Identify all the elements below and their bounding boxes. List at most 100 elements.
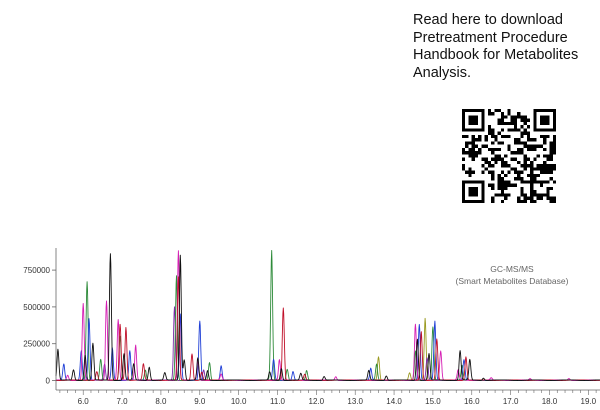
qr-module (513, 177, 518, 181)
qr-module (491, 199, 495, 203)
qr-module (533, 167, 537, 171)
qr-module (539, 180, 544, 184)
qr-module (500, 170, 505, 174)
qr-module (549, 157, 553, 161)
qr-module (549, 170, 553, 174)
peak-point (92, 343, 93, 344)
qr-module (530, 173, 534, 178)
qr-module (468, 186, 479, 197)
qr-module (517, 138, 521, 142)
peak-point (88, 318, 89, 319)
qr-module (552, 196, 556, 200)
qr-module (487, 125, 492, 129)
qr-module (481, 164, 485, 168)
qr-module (549, 167, 553, 171)
qr-module (533, 193, 537, 197)
peak-point (425, 318, 426, 319)
peak-point (199, 321, 200, 322)
peak-point (421, 331, 422, 332)
qr-module (494, 109, 498, 113)
qr-module (536, 196, 540, 200)
qr-module (500, 193, 505, 197)
qr-module (500, 134, 505, 139)
qr-module (533, 180, 537, 184)
x-tick-label: 12.0 (309, 397, 325, 406)
qr-module (497, 154, 501, 158)
qr-module (491, 141, 495, 145)
peak-point (419, 324, 420, 325)
qr-module (536, 180, 540, 184)
peak-point (463, 359, 464, 360)
series-line (55, 276, 600, 381)
qr-module (520, 131, 524, 135)
peak-point (271, 250, 272, 251)
qr-module (523, 131, 527, 135)
peak-point (129, 350, 130, 351)
qr-module (471, 154, 475, 158)
peak-point (125, 327, 126, 328)
peak-point (440, 350, 441, 351)
x-tick-label: 11.0 (270, 397, 286, 406)
qr-module (468, 173, 472, 178)
qr-module (546, 190, 550, 194)
qr-module (491, 112, 495, 116)
qr-module (552, 167, 556, 171)
qr-code[interactable] (462, 109, 556, 203)
qr-module (491, 177, 495, 181)
qr-module (478, 147, 482, 152)
qr-module (530, 199, 534, 203)
qr-module (536, 144, 540, 148)
qr-module (543, 180, 547, 184)
x-tick-label: 16.0 (464, 397, 480, 406)
peak-point (292, 371, 293, 372)
qr-module (487, 164, 492, 168)
qr-module (526, 173, 531, 178)
qr-module (510, 151, 514, 155)
qr-module (465, 134, 469, 139)
peak-point (415, 324, 416, 325)
qr-module (513, 170, 518, 174)
qr-module (530, 193, 534, 197)
peak-point (184, 359, 185, 360)
qr-module (465, 170, 469, 174)
x-tick-label: 18.0 (542, 397, 558, 406)
x-tick-label: 10.0 (231, 397, 247, 406)
qr-module (510, 121, 514, 126)
x-tick-label: 14.0 (386, 397, 402, 406)
qr-module (507, 170, 511, 174)
peak-point (283, 308, 284, 309)
peak-point (86, 281, 87, 282)
x-tick-label: 6.0 (78, 397, 90, 406)
qr-module (510, 157, 514, 161)
peak-point (106, 300, 107, 301)
peak-point (415, 350, 416, 351)
qr-module (487, 160, 492, 165)
qr-module (513, 141, 518, 145)
peak-point (57, 349, 58, 350)
qr-module (517, 147, 521, 152)
qr-module (478, 138, 482, 142)
qr-module (530, 180, 534, 184)
qr-module (491, 170, 495, 174)
qr-module (494, 138, 498, 142)
qr-module (484, 134, 488, 139)
peak-point (409, 373, 410, 374)
qr-module (491, 151, 495, 155)
qr-module (491, 196, 495, 200)
qr-module (526, 134, 531, 139)
qr-module (513, 167, 518, 171)
series-line (55, 253, 600, 381)
qr-module (543, 154, 547, 158)
promo-line: Pretreatment Procedure (413, 29, 568, 46)
qr-module (543, 138, 547, 142)
qr-module (491, 173, 495, 178)
qr-module (530, 190, 534, 194)
qr-module (517, 141, 521, 145)
qr-module (543, 164, 547, 168)
qr-module (497, 173, 501, 178)
qr-module (549, 177, 553, 181)
qr-module (517, 115, 521, 119)
y-tick-label: 500000 (23, 303, 50, 312)
qr-module (471, 141, 475, 145)
qr-module (530, 164, 534, 168)
